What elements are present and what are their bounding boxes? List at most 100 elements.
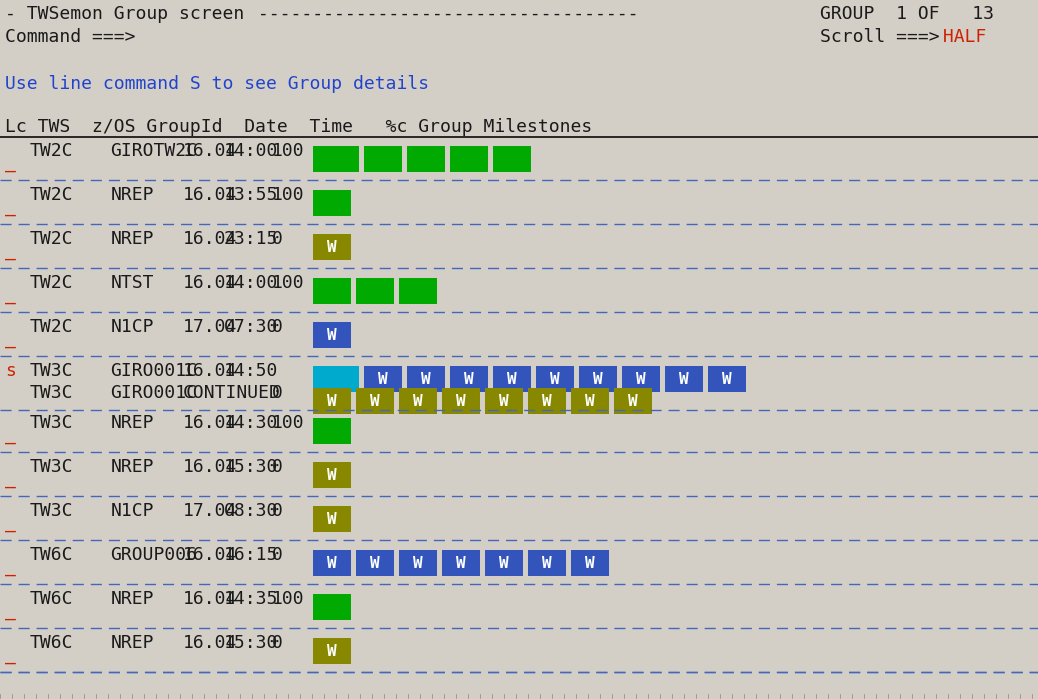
Text: W: W: [499, 556, 509, 570]
Text: _: _: [5, 242, 16, 260]
Text: TW2C: TW2C: [29, 274, 73, 292]
FancyBboxPatch shape: [312, 234, 351, 260]
Text: Use line command S to see Group details: Use line command S to see Group details: [5, 75, 429, 93]
Text: TW2C: TW2C: [29, 318, 73, 336]
Text: CONTINUED: CONTINUED: [183, 384, 281, 402]
Text: 0: 0: [272, 502, 283, 520]
Text: 07:30: 07:30: [224, 318, 278, 336]
Text: 14:30: 14:30: [224, 414, 278, 432]
Text: W: W: [327, 328, 336, 343]
Text: TW3C: TW3C: [29, 414, 73, 432]
Text: W: W: [327, 394, 336, 408]
Text: 08:30: 08:30: [224, 502, 278, 520]
Text: TW3C: TW3C: [29, 362, 73, 380]
Text: W: W: [456, 556, 466, 570]
FancyBboxPatch shape: [399, 550, 437, 576]
Text: NREP: NREP: [110, 590, 154, 608]
Text: TW3C: TW3C: [29, 458, 73, 476]
Text: W: W: [327, 468, 336, 482]
Text: W: W: [413, 556, 422, 570]
Text: NREP: NREP: [110, 458, 154, 476]
FancyBboxPatch shape: [312, 594, 351, 620]
FancyBboxPatch shape: [485, 550, 523, 576]
Text: 16.04: 16.04: [183, 634, 238, 652]
Text: W: W: [456, 394, 466, 408]
Text: NREP: NREP: [110, 634, 154, 652]
Text: 100: 100: [272, 590, 305, 608]
FancyBboxPatch shape: [613, 388, 652, 414]
Text: W: W: [550, 371, 559, 387]
Text: NREP: NREP: [110, 414, 154, 432]
Text: TW6C: TW6C: [29, 546, 73, 564]
Text: W: W: [722, 371, 732, 387]
Text: _: _: [5, 154, 16, 172]
Text: 0: 0: [272, 458, 283, 476]
Text: 100: 100: [272, 142, 305, 160]
FancyBboxPatch shape: [356, 278, 393, 304]
FancyBboxPatch shape: [312, 190, 351, 216]
Text: 100: 100: [272, 186, 305, 204]
Text: W: W: [421, 371, 431, 387]
FancyBboxPatch shape: [449, 366, 488, 392]
Text: -----------------------------------: -----------------------------------: [247, 5, 638, 23]
Text: 16.04: 16.04: [183, 590, 238, 608]
Text: W: W: [679, 371, 688, 387]
Text: 17.04: 17.04: [183, 318, 238, 336]
FancyBboxPatch shape: [527, 388, 566, 414]
Text: W: W: [585, 556, 595, 570]
FancyBboxPatch shape: [363, 366, 402, 392]
Text: 0: 0: [272, 230, 283, 248]
Text: _: _: [5, 198, 16, 216]
Text: 16.04: 16.04: [183, 142, 238, 160]
FancyBboxPatch shape: [312, 506, 351, 532]
Text: GIRO001C: GIRO001C: [110, 362, 197, 380]
FancyBboxPatch shape: [527, 550, 566, 576]
FancyBboxPatch shape: [312, 146, 359, 172]
Text: 16.04: 16.04: [183, 458, 238, 476]
FancyBboxPatch shape: [356, 388, 393, 414]
Text: _: _: [5, 470, 16, 488]
FancyBboxPatch shape: [622, 366, 660, 392]
Text: N1CP: N1CP: [110, 502, 154, 520]
FancyBboxPatch shape: [312, 322, 351, 348]
Text: 14:00: 14:00: [224, 274, 278, 292]
Text: W: W: [378, 371, 387, 387]
Text: _: _: [5, 286, 16, 304]
FancyBboxPatch shape: [442, 550, 480, 576]
Text: 16.04: 16.04: [183, 546, 238, 564]
Text: TW3C: TW3C: [29, 502, 73, 520]
FancyBboxPatch shape: [312, 388, 351, 414]
Text: W: W: [464, 371, 473, 387]
Text: 100: 100: [272, 274, 305, 292]
Text: 100: 100: [272, 414, 305, 432]
FancyBboxPatch shape: [571, 550, 609, 576]
FancyBboxPatch shape: [312, 278, 351, 304]
Text: - TWSemon Group screen: - TWSemon Group screen: [5, 5, 244, 23]
FancyBboxPatch shape: [493, 146, 530, 172]
FancyBboxPatch shape: [571, 388, 609, 414]
Text: W: W: [327, 512, 336, 526]
Text: W: W: [593, 371, 603, 387]
Text: 14:50: 14:50: [224, 362, 278, 380]
FancyBboxPatch shape: [312, 638, 351, 664]
Text: TW2C: TW2C: [29, 142, 73, 160]
FancyBboxPatch shape: [399, 388, 437, 414]
FancyBboxPatch shape: [664, 366, 703, 392]
Text: Command ===>: Command ===>: [5, 28, 136, 46]
Text: 16.04: 16.04: [183, 414, 238, 432]
Text: 16.04: 16.04: [183, 274, 238, 292]
Text: 0: 0: [272, 634, 283, 652]
Text: NTST: NTST: [110, 274, 154, 292]
Text: GROUP  1 OF   13: GROUP 1 OF 13: [820, 5, 994, 23]
Text: N1CP: N1CP: [110, 318, 154, 336]
Text: _: _: [5, 330, 16, 348]
Text: Scroll ===>: Scroll ===>: [820, 28, 939, 46]
Text: 16:15: 16:15: [224, 546, 278, 564]
Text: Lc TWS  z/OS GroupId  Date  Time   %c Group Milestones: Lc TWS z/OS GroupId Date Time %c Group M…: [5, 118, 593, 136]
Text: GROUP006: GROUP006: [110, 546, 197, 564]
Text: W: W: [542, 394, 551, 408]
Text: W: W: [370, 556, 380, 570]
Text: 16.04: 16.04: [183, 230, 238, 248]
Text: GIROTW2C: GIROTW2C: [110, 142, 197, 160]
FancyBboxPatch shape: [485, 388, 523, 414]
